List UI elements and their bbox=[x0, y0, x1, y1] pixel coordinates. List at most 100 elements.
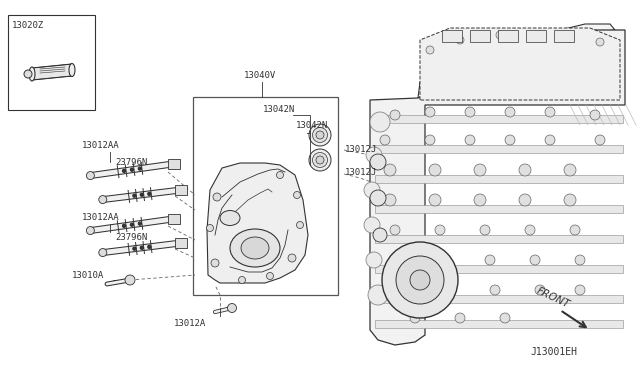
Bar bbox=[500, 55, 590, 67]
Bar bbox=[168, 214, 180, 224]
Circle shape bbox=[455, 313, 465, 323]
Circle shape bbox=[575, 255, 585, 265]
Circle shape bbox=[545, 135, 555, 145]
Circle shape bbox=[530, 255, 540, 265]
Circle shape bbox=[410, 270, 430, 290]
Text: 13010A: 13010A bbox=[72, 271, 104, 280]
Circle shape bbox=[131, 168, 134, 171]
Circle shape bbox=[133, 247, 136, 250]
Circle shape bbox=[465, 135, 475, 145]
Bar bbox=[554, 30, 574, 42]
Text: 13012J: 13012J bbox=[345, 145, 377, 154]
Circle shape bbox=[138, 222, 141, 225]
Circle shape bbox=[366, 252, 382, 268]
Circle shape bbox=[564, 164, 576, 176]
Bar bbox=[175, 238, 188, 248]
Circle shape bbox=[309, 124, 331, 146]
Circle shape bbox=[384, 164, 396, 176]
Bar bbox=[168, 160, 180, 169]
Circle shape bbox=[288, 254, 296, 262]
Circle shape bbox=[570, 225, 580, 235]
Circle shape bbox=[425, 135, 435, 145]
Circle shape bbox=[131, 223, 134, 226]
Circle shape bbox=[296, 221, 303, 228]
Ellipse shape bbox=[241, 237, 269, 259]
Circle shape bbox=[133, 194, 136, 197]
Circle shape bbox=[211, 259, 219, 267]
Circle shape bbox=[456, 36, 464, 44]
Circle shape bbox=[99, 248, 107, 257]
Circle shape bbox=[496, 31, 504, 39]
Bar bbox=[8, 15, 95, 110]
Circle shape bbox=[364, 217, 380, 233]
Bar bbox=[375, 295, 623, 303]
Circle shape bbox=[140, 193, 143, 196]
Circle shape bbox=[435, 225, 445, 235]
Circle shape bbox=[396, 256, 444, 304]
Text: 13012J: 13012J bbox=[345, 168, 377, 177]
Polygon shape bbox=[207, 163, 308, 283]
Bar bbox=[375, 175, 623, 183]
Circle shape bbox=[595, 135, 605, 145]
Circle shape bbox=[535, 285, 545, 295]
Circle shape bbox=[316, 156, 324, 164]
Circle shape bbox=[138, 167, 141, 170]
Text: 13040V: 13040V bbox=[244, 71, 276, 80]
Circle shape bbox=[125, 275, 135, 285]
Ellipse shape bbox=[220, 211, 240, 225]
Circle shape bbox=[590, 110, 600, 120]
Ellipse shape bbox=[230, 229, 280, 267]
Circle shape bbox=[276, 171, 284, 179]
Circle shape bbox=[382, 242, 458, 318]
Circle shape bbox=[366, 147, 382, 163]
Circle shape bbox=[364, 182, 380, 198]
Circle shape bbox=[266, 273, 273, 279]
Bar bbox=[375, 320, 623, 328]
Circle shape bbox=[425, 107, 435, 117]
Circle shape bbox=[148, 192, 151, 195]
Bar bbox=[480, 35, 600, 50]
Circle shape bbox=[519, 164, 531, 176]
Bar bbox=[442, 30, 462, 42]
Circle shape bbox=[373, 228, 387, 242]
Bar bbox=[375, 145, 623, 153]
Circle shape bbox=[440, 255, 450, 265]
Text: 13012AA: 13012AA bbox=[82, 141, 120, 150]
Ellipse shape bbox=[69, 64, 75, 77]
Circle shape bbox=[122, 224, 125, 227]
Polygon shape bbox=[32, 64, 72, 80]
Circle shape bbox=[122, 169, 125, 172]
Circle shape bbox=[485, 255, 495, 265]
Circle shape bbox=[99, 196, 107, 203]
Text: 23796N: 23796N bbox=[115, 233, 147, 242]
Circle shape bbox=[380, 135, 390, 145]
Bar bbox=[375, 235, 623, 243]
Circle shape bbox=[596, 38, 604, 46]
Text: J13001EH: J13001EH bbox=[530, 347, 577, 357]
Circle shape bbox=[309, 149, 331, 171]
Circle shape bbox=[519, 194, 531, 206]
Circle shape bbox=[474, 194, 486, 206]
Polygon shape bbox=[370, 30, 625, 345]
Circle shape bbox=[429, 164, 441, 176]
Circle shape bbox=[536, 31, 544, 39]
Circle shape bbox=[505, 107, 515, 117]
Bar bbox=[526, 30, 546, 42]
Circle shape bbox=[370, 190, 386, 206]
Text: FRONT: FRONT bbox=[535, 286, 572, 310]
Bar bbox=[193, 97, 338, 295]
Circle shape bbox=[545, 107, 555, 117]
Circle shape bbox=[227, 304, 237, 312]
Bar bbox=[375, 265, 623, 273]
Circle shape bbox=[400, 285, 410, 295]
Circle shape bbox=[465, 107, 475, 117]
Circle shape bbox=[426, 46, 434, 54]
Polygon shape bbox=[418, 24, 615, 98]
Text: 23796N: 23796N bbox=[115, 158, 147, 167]
Circle shape bbox=[316, 131, 324, 139]
Circle shape bbox=[207, 224, 214, 231]
Circle shape bbox=[312, 153, 328, 167]
Text: 13012AA: 13012AA bbox=[82, 213, 120, 222]
Bar bbox=[470, 30, 490, 42]
Circle shape bbox=[294, 192, 301, 199]
